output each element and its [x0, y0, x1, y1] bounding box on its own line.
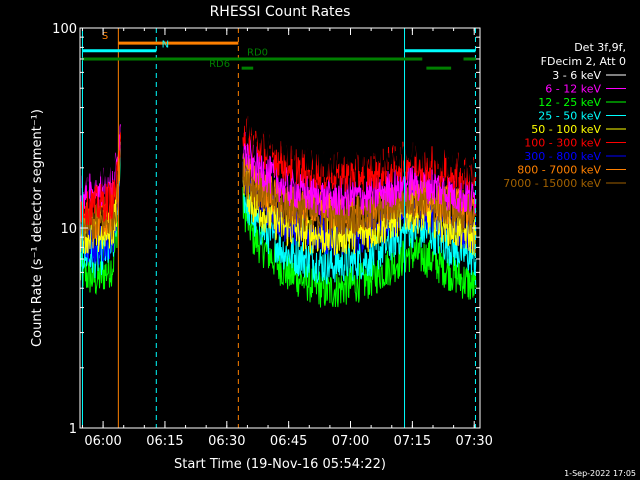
series-line-0-segment-1	[242, 103, 477, 183]
series-line-5-segment-0	[79, 132, 121, 226]
series-line-1-segment-1	[242, 131, 477, 218]
chart-title: RHESSI Count Rates	[210, 4, 351, 20]
x-tick-label: 06:45	[270, 434, 307, 449]
series-line-2-segment-0	[79, 148, 121, 295]
series-line-0-segment-0	[79, 107, 121, 196]
x-tick-label: 06:15	[146, 434, 183, 449]
footer-timestamp: 1-Sep-2022 17:05	[564, 469, 636, 478]
y-axis-label: Count Rate (s⁻¹ detector segment⁻¹)	[30, 109, 45, 347]
flag-label-2: RD0	[247, 47, 268, 58]
series-line-3-segment-1	[242, 187, 477, 285]
x-tick-label: 06:30	[208, 434, 245, 449]
legend-label-8: 7000 - 15000 keV	[503, 177, 601, 190]
legend-label-5: 100 - 300 keV	[524, 137, 601, 150]
y-tick-label: 100	[52, 22, 77, 37]
y-tick-label: 1	[69, 422, 77, 437]
legend-label-1: 6 - 12 keV	[545, 83, 601, 96]
legend-header-line-1: Det 3f,9f,	[574, 41, 626, 54]
plot-area: S N RD0 RD6 1 10 100 06:00 06:15 06:30 06:45 07:00 0…	[52, 22, 493, 449]
legend-label-2: 12 - 25 keV	[538, 96, 601, 109]
legend-label-4: 50 - 100 keV	[531, 123, 601, 136]
x-tick-label: 07:30	[455, 434, 492, 449]
x-tick-label: 07:15	[394, 434, 431, 449]
x-axis-label: Start Time (19-Nov-16 05:54:22)	[174, 457, 386, 472]
x-tick-label: 06:00	[84, 434, 121, 449]
y-tick-label: 10	[60, 222, 77, 237]
flag-label-1: N	[162, 39, 169, 50]
series-line-2-segment-1	[242, 186, 477, 308]
flag-label-0: S	[102, 31, 108, 42]
legend-header-line-2: FDecim 2, Att 0	[541, 55, 626, 68]
legend-label-3: 25 - 50 keV	[538, 110, 601, 123]
legend-label-6: 300 - 800 keV	[524, 150, 601, 163]
legend-label-7: 800 - 7000 keV	[517, 164, 601, 177]
flag-label-3: RD6	[209, 59, 230, 70]
legend-label-0: 3 - 6 keV	[552, 69, 601, 82]
x-tick-label: 07:00	[332, 434, 369, 449]
series-line-4-segment-0	[79, 132, 121, 254]
